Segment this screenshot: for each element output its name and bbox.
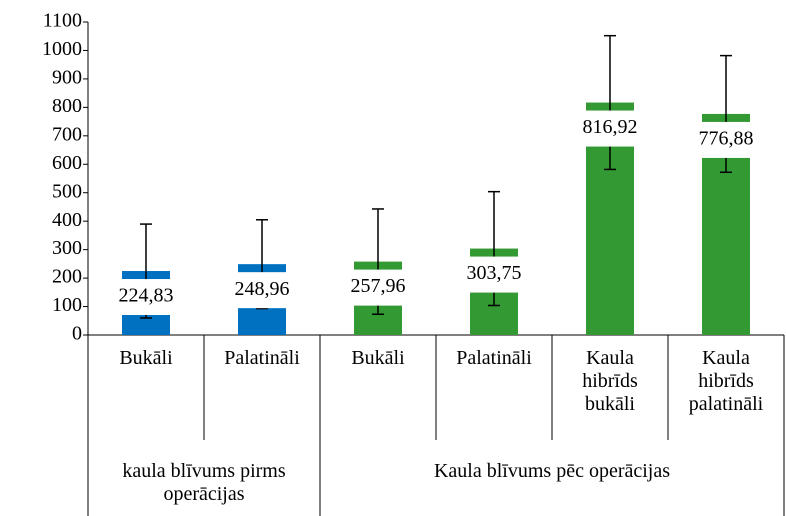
y-tick-label: 1000 — [42, 38, 82, 60]
y-tick-label: 700 — [52, 123, 82, 145]
y-tick-label: 300 — [52, 237, 82, 259]
x-tick-label: Palatināli — [456, 347, 532, 369]
y-tick-label: 0 — [72, 323, 82, 345]
data-label: 248,96 — [235, 278, 290, 300]
y-tick-label: 900 — [52, 67, 82, 89]
y-tick-label: 1100 — [43, 10, 82, 32]
group-label: kaula blīvums pirms operācijas — [122, 460, 286, 505]
data-label-bg — [224, 272, 300, 309]
y-tick-label: 400 — [52, 209, 82, 231]
x-tick-label: Palatināli — [224, 347, 300, 369]
x-tick-label: Kaula hibrīds bukāli — [582, 347, 638, 415]
x-tick-label: Kaula hibrīds palatināli — [688, 347, 764, 415]
data-label: 224,83 — [119, 285, 174, 307]
group-label: Kaula blīvums pēc operācijas — [433, 460, 671, 482]
data-label: 776,88 — [699, 128, 754, 150]
y-tick-label: 600 — [52, 152, 82, 174]
data-label-bg — [688, 121, 764, 158]
y-tick-label: 100 — [52, 294, 82, 316]
y-tick-label: 800 — [52, 95, 82, 117]
y-tick-label: 200 — [52, 266, 82, 288]
data-label: 816,92 — [583, 116, 638, 138]
x-tick-label: Bukāli — [119, 347, 173, 369]
data-label: 303,75 — [467, 262, 522, 284]
y-tick-label: 500 — [52, 180, 82, 202]
data-label-bg — [456, 256, 532, 293]
data-label: 257,96 — [351, 275, 406, 297]
data-label-bg — [340, 269, 416, 306]
data-label-bg — [572, 110, 648, 147]
x-tick-label: Bukāli — [351, 347, 405, 369]
data-label-bg — [108, 279, 184, 316]
